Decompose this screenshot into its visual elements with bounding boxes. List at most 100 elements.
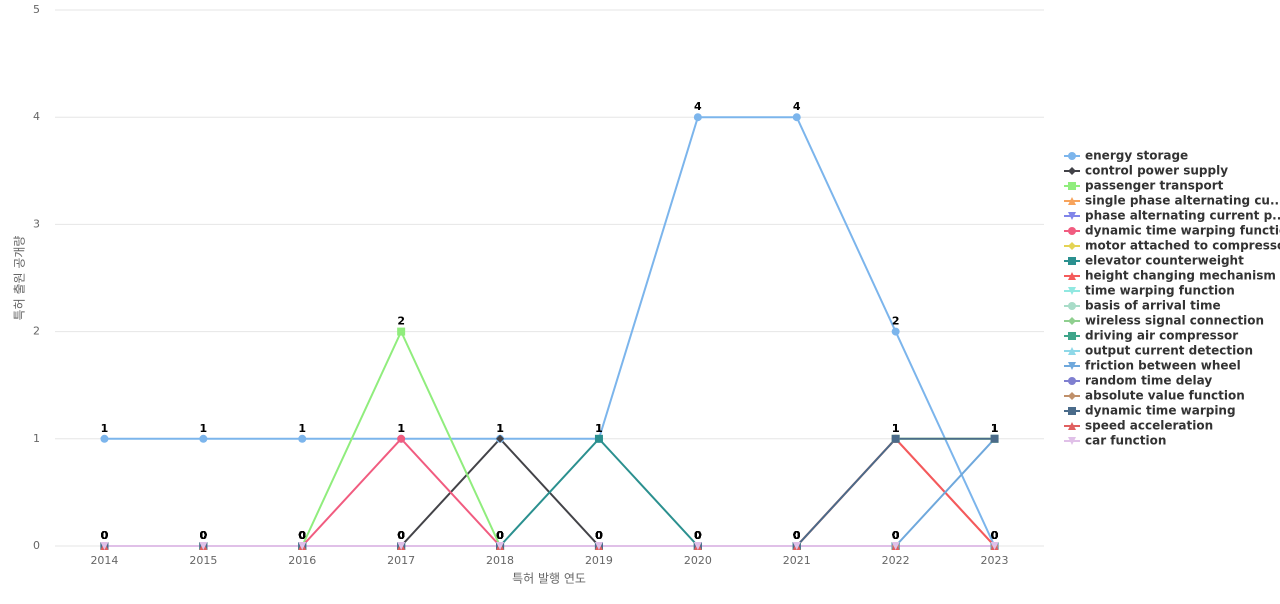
data-label: 0 <box>991 529 999 542</box>
legend-marker <box>1068 362 1076 370</box>
data-label: 0 <box>991 529 999 542</box>
legend-marker <box>1068 257 1076 265</box>
data-label: 0 <box>101 529 109 542</box>
legend-marker <box>1068 437 1076 445</box>
data-label: 2 <box>892 315 900 328</box>
data-label: 0 <box>793 529 801 542</box>
data-label: 0 <box>694 529 702 542</box>
data-label: 0 <box>991 529 999 542</box>
point <box>397 542 406 550</box>
data-label: 0 <box>200 529 208 542</box>
data-label: 0 <box>101 529 109 542</box>
legend-marker <box>1068 422 1076 430</box>
data-label: 0 <box>298 529 306 542</box>
data-label: 0 <box>793 529 801 542</box>
data-label: 0 <box>496 529 504 542</box>
data-label: 0 <box>200 529 208 542</box>
data-label: 0 <box>200 529 208 542</box>
data-label: 0 <box>892 529 900 542</box>
data-label: 1 <box>892 422 900 435</box>
data-label: 0 <box>397 529 405 542</box>
data-label: 0 <box>793 529 801 542</box>
legend-label: single phase alternating cu... <box>1085 194 1280 208</box>
data-label: 0 <box>694 529 702 542</box>
data-label: 0 <box>496 529 504 542</box>
data-label: 1 <box>397 422 405 435</box>
data-label: 0 <box>397 529 405 542</box>
data-label: 0 <box>101 529 109 542</box>
data-label: 0 <box>496 529 504 542</box>
point <box>397 327 406 336</box>
data-label: 0 <box>101 529 109 542</box>
data-label: 1 <box>991 422 999 435</box>
data-label: 0 <box>397 529 405 542</box>
data-label: 0 <box>991 529 999 542</box>
data-label: 0 <box>397 529 405 542</box>
data-label: 0 <box>694 529 702 542</box>
data-label: 0 <box>496 529 504 542</box>
data-label: 0 <box>595 529 603 542</box>
legend-label: driving air compressor <box>1085 329 1238 343</box>
data-label: 0 <box>793 529 801 542</box>
data-label: 0 <box>694 529 702 542</box>
data-label: 0 <box>892 529 900 542</box>
data-label: 0 <box>101 529 109 542</box>
data-label: 0 <box>101 529 109 542</box>
y-tick-label: 4 <box>33 110 40 123</box>
data-label: 0 <box>101 529 109 542</box>
y-tick-label: 3 <box>33 217 40 230</box>
data-label: 0 <box>101 529 109 542</box>
data-label: 0 <box>793 529 801 542</box>
point <box>298 542 307 550</box>
legend-marker <box>1068 332 1076 340</box>
data-label: 0 <box>101 529 109 542</box>
data-label: 0 <box>298 529 306 542</box>
data-label: 0 <box>595 529 603 542</box>
data-label: 0 <box>200 529 208 542</box>
data-label: 0 <box>496 529 504 542</box>
data-label: 0 <box>694 529 702 542</box>
data-label: 0 <box>397 529 405 542</box>
legend-marker <box>1068 242 1076 250</box>
point <box>199 434 208 443</box>
legend-label: energy storage <box>1085 149 1188 163</box>
point <box>792 542 801 550</box>
point <box>100 542 109 550</box>
data-label: 0 <box>694 529 702 542</box>
data-label: 0 <box>694 529 702 542</box>
data-label: 0 <box>298 529 306 542</box>
data-label: 0 <box>397 529 405 542</box>
legend-label: dynamic time warping function <box>1085 224 1280 238</box>
legend-label: speed acceleration <box>1085 419 1213 433</box>
data-label: 4 <box>694 100 702 113</box>
data-label: 0 <box>892 529 900 542</box>
legend-label: time warping function <box>1085 284 1235 298</box>
data-label: 0 <box>595 529 603 542</box>
legend-marker <box>1068 407 1076 415</box>
data-label: 0 <box>991 529 999 542</box>
data-label: 0 <box>694 529 702 542</box>
data-label: 4 <box>793 100 801 113</box>
legend-marker <box>1068 182 1076 190</box>
data-label: 0 <box>595 529 603 542</box>
data-label: 0 <box>496 529 504 542</box>
data-label: 0 <box>595 529 603 542</box>
data-label: 0 <box>298 529 306 542</box>
data-label: 0 <box>496 529 504 542</box>
data-label: 0 <box>892 529 900 542</box>
x-tick-label: 2017 <box>387 554 415 567</box>
data-label: 1 <box>101 422 109 435</box>
data-label: 0 <box>200 529 208 542</box>
data-label: 1 <box>200 422 208 435</box>
data-label: 0 <box>101 529 109 542</box>
data-label: 0 <box>200 529 208 542</box>
data-label: 0 <box>200 529 208 542</box>
data-label: 0 <box>793 529 801 542</box>
x-tick-label: 2015 <box>189 554 217 567</box>
legend-label: absolute value function <box>1085 389 1245 403</box>
data-label: 0 <box>298 529 306 542</box>
data-label: 0 <box>101 529 109 542</box>
data-label: 0 <box>200 529 208 542</box>
data-label: 0 <box>496 529 504 542</box>
legend-label: basis of arrival time <box>1085 299 1221 313</box>
